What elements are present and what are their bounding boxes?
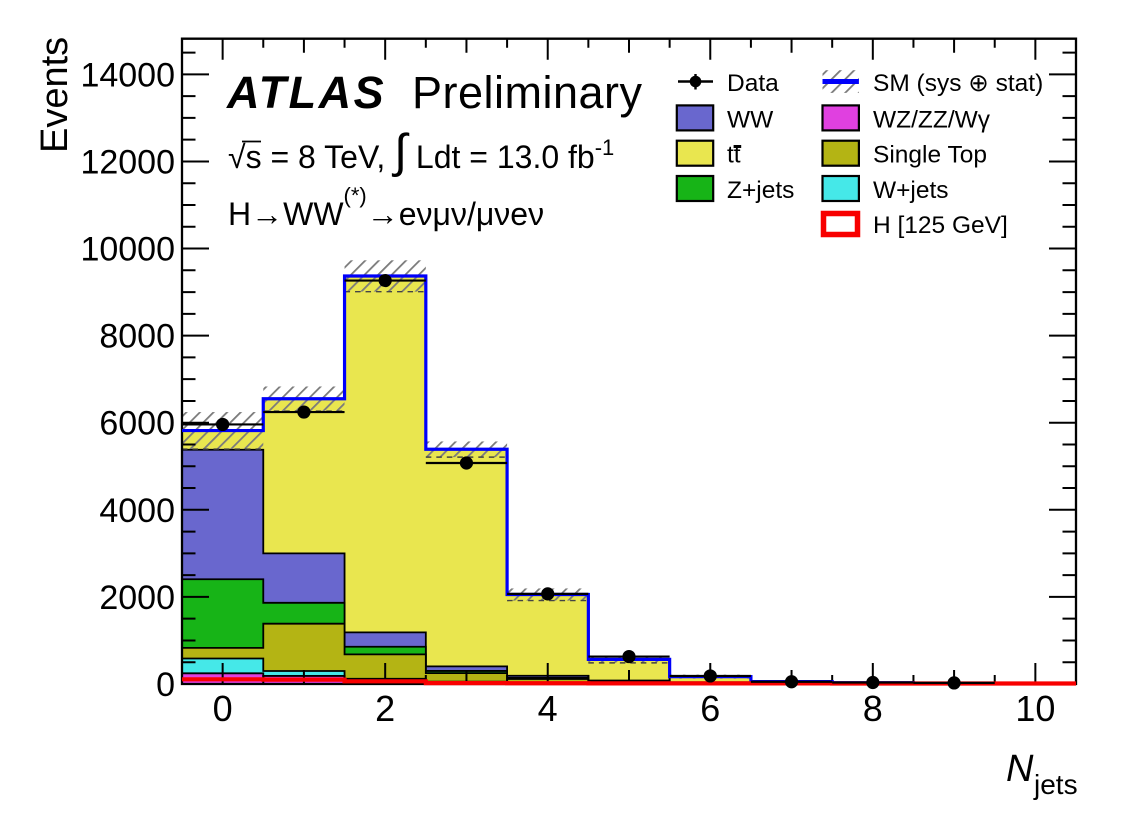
svg-text:SM (sys ⊕ stat): SM (sys ⊕ stat) xyxy=(873,70,1043,97)
svg-text:Events: Events xyxy=(34,37,76,153)
svg-text:8000: 8000 xyxy=(99,318,175,356)
svg-text:14000: 14000 xyxy=(80,56,175,94)
svg-text:4: 4 xyxy=(538,688,558,729)
svg-text:4000: 4000 xyxy=(99,492,175,530)
svg-text:0: 0 xyxy=(213,688,233,729)
svg-text:2000: 2000 xyxy=(99,579,175,617)
svg-text:10000: 10000 xyxy=(80,231,175,269)
svg-text:6: 6 xyxy=(700,688,720,729)
svg-text:ATLAS: ATLAS xyxy=(226,67,386,118)
svg-text:W+jets: W+jets xyxy=(873,177,949,204)
svg-text:12000: 12000 xyxy=(80,143,175,181)
svg-text:Z+jets: Z+jets xyxy=(727,177,794,204)
svg-text:jets: jets xyxy=(1033,769,1078,800)
svg-text:H [125 GeV]: H [125 GeV] xyxy=(873,212,1008,239)
svg-text:WZ/ZZ/Wγ: WZ/ZZ/Wγ xyxy=(873,106,991,133)
svg-text:Preliminary: Preliminary xyxy=(412,67,643,118)
svg-text:N: N xyxy=(1006,748,1034,790)
svg-text:Data: Data xyxy=(727,70,779,97)
svg-text:2: 2 xyxy=(375,688,395,729)
svg-text:8: 8 xyxy=(863,688,883,729)
svg-text:0: 0 xyxy=(156,666,175,704)
svg-text:tt: tt xyxy=(727,142,741,169)
svg-text:WW: WW xyxy=(727,106,774,133)
svg-text:10: 10 xyxy=(1015,688,1055,729)
svg-text:Single Top: Single Top xyxy=(873,142,987,169)
svg-text:6000: 6000 xyxy=(99,405,175,443)
